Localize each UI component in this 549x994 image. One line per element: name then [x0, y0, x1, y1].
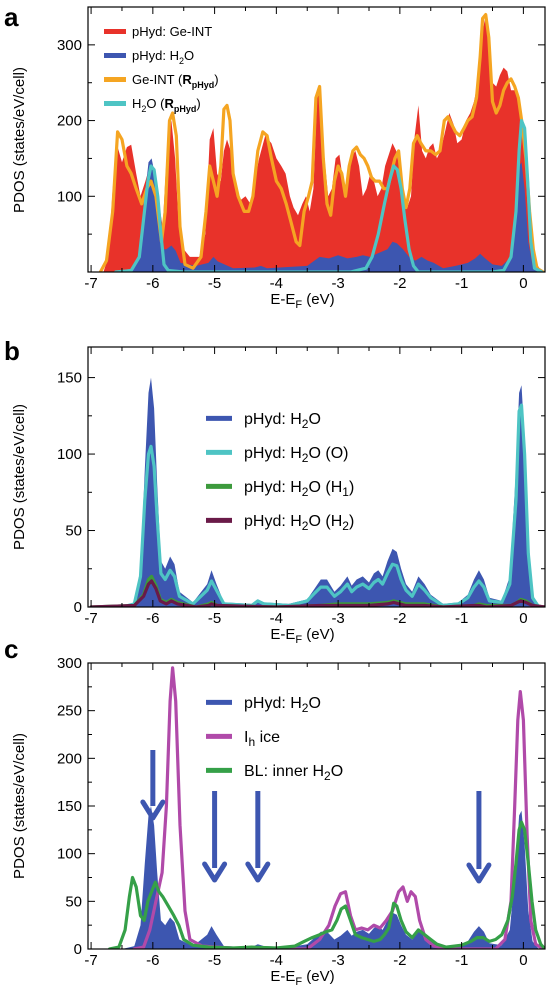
panel-a-legend-label-2: Ge-INT (RpHyd): [132, 72, 219, 90]
panel-b-series-3-line: [89, 579, 545, 607]
panel-c-x-tick-label: -4: [270, 952, 283, 969]
panel-c-series-2-line: [107, 820, 545, 949]
panel-c-series-0-fill: [122, 806, 539, 949]
panel-c-legend-label-0: pHyd: H2O: [244, 695, 321, 715]
panel-a-series-3-line: [114, 118, 544, 272]
panel-b-frame: [87, 346, 546, 608]
panel-a-plot-area: [98, 13, 545, 272]
panel-c-x-tick-label: -2: [393, 952, 406, 969]
panel-a-x-tick-label: 0: [519, 275, 527, 292]
panel-c-y-tick-label: 0: [74, 941, 82, 958]
panel-b-legend: pHyd: H2O pHyd: H2O (O) pHyd: H2O (H1) pHyd…: [206, 411, 354, 533]
panel-b-x-tick-label: -7: [84, 610, 97, 627]
panel-b-legend-label-0: pHyd: H2O: [244, 411, 321, 431]
panel-c-y-tick-label: 50: [65, 893, 82, 910]
panel-c-legend-label-2: BL: inner H2O: [244, 763, 343, 783]
panel-a-legend-label-3: H2O (RpHyd): [132, 96, 201, 114]
panel-b-x-tick-label: -1: [455, 610, 468, 627]
panel-c-x-tick-label: -7: [84, 952, 97, 969]
panel-a-legend: pHyd: Ge-INT pHyd: H2O Ge-INT (RpHyd) H2O (…: [104, 24, 219, 114]
panel-c-x-tick-label: 0: [519, 952, 527, 969]
panel-b-x-tick-label: -4: [270, 610, 283, 627]
panel-a-x-tick-label: -4: [270, 275, 283, 292]
panel-b-y-tick-label: 100: [57, 446, 82, 463]
panel-a-x-axis-label: E-EF (eV): [270, 291, 334, 311]
panel-a-legend-label-1: pHyd: H2O: [132, 48, 194, 66]
panel-b-series-0-fill: [122, 377, 539, 607]
panel-c-arrow-3: [466, 791, 492, 884]
panel-c-x-tick-label: -5: [208, 952, 221, 969]
panel-c-y-tick-label: 300: [57, 655, 82, 672]
panel-a-y-tick-label: 100: [57, 188, 82, 205]
panel-c-legend: pHyd: H2O Ih ice BL: inner H2O: [206, 695, 343, 783]
panel-b-plot-area: [89, 377, 545, 607]
panel-c-x-axis-label: E-EF (eV): [270, 968, 334, 988]
panel-b-legend-label-2: pHyd: H2O (H1): [244, 479, 354, 499]
panel-c-arrow-1: [202, 791, 228, 883]
panel-c-y-tick-label: 150: [57, 798, 82, 815]
panel-c-arrow-0: [140, 750, 166, 821]
panel-a-x-tick-label: -2: [393, 275, 406, 292]
panel-b-x-tick-label: -5: [208, 610, 221, 627]
panel-b-x-tick-label: -3: [331, 610, 344, 627]
panel-b-x-tick-label: -6: [146, 610, 159, 627]
panel-b-x-axis-label: E-EF (eV): [270, 626, 334, 646]
panel-b-y-axis-label: PDOS (states/eV/cell): [11, 404, 28, 550]
panel-b-y-tick-label: 50: [65, 523, 82, 540]
panel-a-y-tick-label: 200: [57, 113, 82, 130]
panel-c-x-tick-label: -1: [455, 952, 468, 969]
panel-c-series-1-line: [132, 666, 545, 949]
panel-a-x-tick-label: -5: [208, 275, 221, 292]
panel-a-x-tick-label: -7: [84, 275, 97, 292]
panel-a-x-tick-label: -1: [455, 275, 468, 292]
panel-c-y-axis-label: PDOS (states/eV/cell): [11, 733, 28, 879]
panel-a-series-2-line: [98, 13, 545, 272]
panel-b-legend-label-3: pHyd: H2O (H2): [244, 513, 354, 533]
panel-c-x-tick-label: -3: [331, 952, 344, 969]
panel-c-y-tick-label: 100: [57, 846, 82, 863]
panel-a-legend-label-0: pHyd: Ge-INT: [132, 24, 212, 39]
panel-c-x-tick-label: -6: [146, 952, 159, 969]
panel-b-y-tick-label: 0: [74, 599, 82, 616]
panel-c-y-tick-label: 200: [57, 750, 82, 767]
panel-letter-c: c: [4, 634, 18, 664]
panel-a-y-tick-label: 300: [57, 37, 82, 54]
panel-b-x-tick-label: -2: [393, 610, 406, 627]
panel-a-x-tick-label: -3: [331, 275, 344, 292]
panel-c-plot-area: [107, 666, 545, 949]
panel-a-y-axis-label: PDOS (states/eV/cell): [11, 67, 28, 213]
panel-b-legend-label-1: pHyd: H2O (O): [244, 445, 348, 465]
panel-c-y-tick-label: 250: [57, 703, 82, 720]
panel-a-frame: [87, 6, 546, 273]
panel-c-legend-label-1: Ih ice: [244, 729, 280, 749]
panel-letter-b: b: [4, 336, 20, 366]
panel-b-series-1-line: [120, 403, 541, 607]
panel-b-x-tick-label: 0: [519, 610, 527, 627]
panel-a-x-tick-label: -6: [146, 275, 159, 292]
panel-c-arrow-2: [245, 791, 271, 883]
panel-letter-a: a: [4, 2, 19, 32]
panel-b-y-tick-label: 150: [57, 370, 82, 387]
